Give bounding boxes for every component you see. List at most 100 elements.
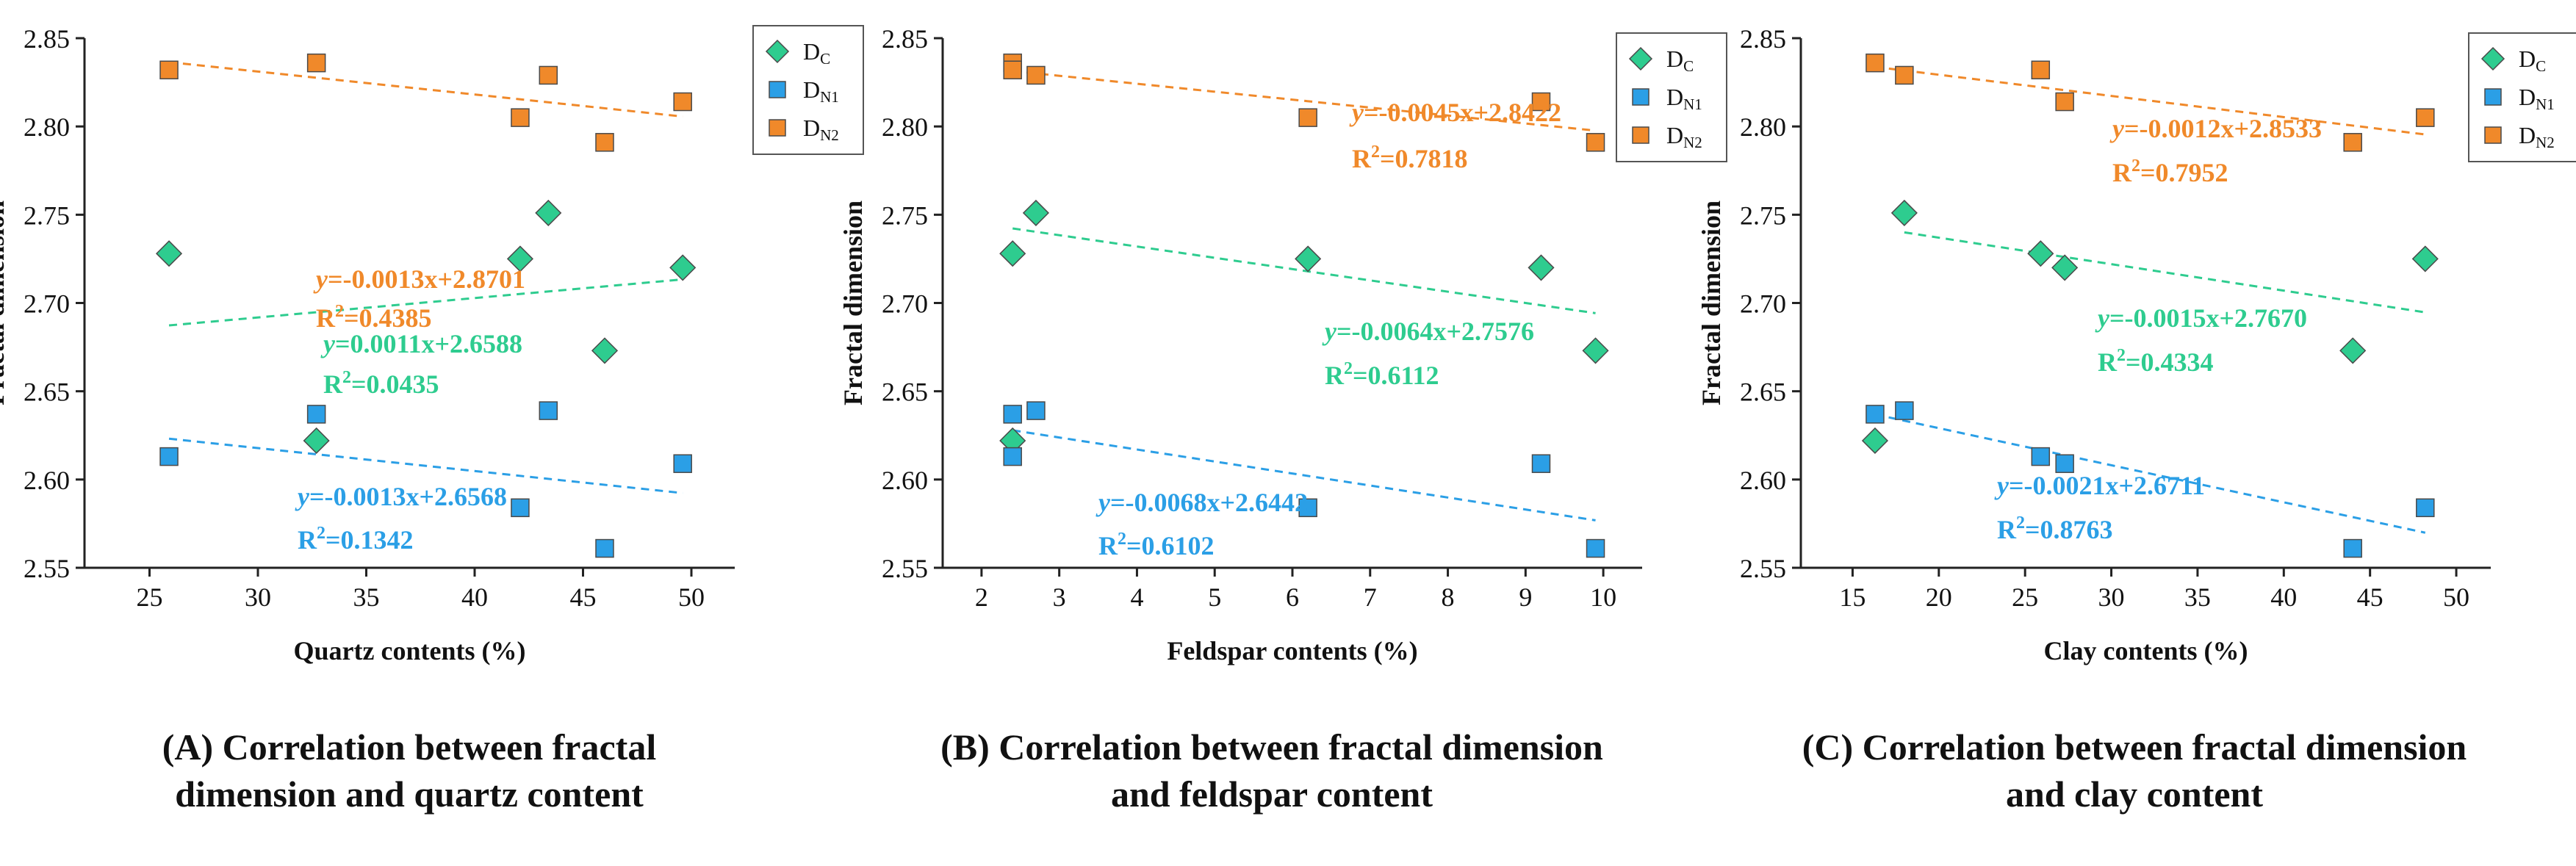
data-point-dn1 bbox=[1895, 401, 1914, 420]
r-squared-exponent: 2 bbox=[1344, 359, 1353, 378]
r-squared-label: R bbox=[1098, 531, 1118, 560]
data-point-dn1 bbox=[1586, 538, 1605, 558]
data-point-dc bbox=[1861, 427, 1889, 455]
r-squared-value: =0.1342 bbox=[325, 525, 414, 555]
r-squared-label: R bbox=[1325, 361, 1345, 390]
data-point-dc bbox=[1890, 199, 1918, 226]
caption-c-line2: and clay content bbox=[2006, 773, 2263, 815]
legend-symbol: D bbox=[2519, 84, 2536, 110]
data-point-dc bbox=[591, 337, 619, 364]
legend-subscript: N1 bbox=[2536, 95, 2555, 113]
data-point-dn1 bbox=[2343, 538, 2362, 558]
data-point-dn2 bbox=[1586, 133, 1605, 152]
fit-equation-dn2: y=-0.0012x+2.8533 bbox=[2109, 114, 2322, 143]
legend-symbol: D bbox=[1666, 122, 1683, 148]
legend-label-dc: DC bbox=[1666, 46, 1694, 75]
data-point-dn2 bbox=[1003, 60, 1022, 80]
r-squared-label: R bbox=[1352, 144, 1372, 173]
x-tick-label: 25 bbox=[2012, 582, 2038, 612]
x-tick-label: 10 bbox=[1590, 582, 1616, 612]
y-axis-label: Fractal dimension bbox=[1697, 201, 1726, 405]
data-point-dc bbox=[999, 240, 1026, 267]
r-squared-label: R bbox=[316, 303, 336, 333]
data-point-dn2 bbox=[1531, 92, 1551, 112]
data-point-dc bbox=[669, 254, 697, 281]
fit-line-dn2 bbox=[168, 61, 683, 118]
caption-a-line1: (A) Correlation between fractal bbox=[162, 726, 657, 768]
legend-marker-dn2 bbox=[1632, 126, 1649, 144]
y-tick-label: 2.65 bbox=[1740, 378, 1786, 407]
y-axis-label: Fractal dimension bbox=[838, 201, 868, 405]
r-squared-value: =0.0435 bbox=[351, 369, 439, 399]
r-squared-value: =0.4334 bbox=[2126, 347, 2214, 377]
x-tick-label: 3 bbox=[1053, 582, 1066, 612]
caption-c-line1: (C) Correlation between fractal dimensio… bbox=[1802, 726, 2467, 768]
data-point-dn1 bbox=[1003, 447, 1022, 466]
data-point-dn2 bbox=[1026, 65, 1046, 85]
legend-label-dn2: DN2 bbox=[2519, 122, 2555, 151]
r-squared-exponent: 2 bbox=[342, 368, 351, 387]
data-point-dc bbox=[303, 427, 330, 455]
equation-variable: y bbox=[1349, 98, 1364, 127]
legend-marker-dn1 bbox=[1632, 88, 1649, 106]
caption-b-line2: and feldspar content bbox=[1110, 773, 1433, 815]
data-point-dc bbox=[2051, 254, 2079, 281]
data-point-dn2 bbox=[159, 60, 179, 80]
data-point-dn1 bbox=[1866, 405, 1885, 424]
y-tick-label: 2.55 bbox=[1740, 554, 1786, 583]
fit-line-dn2 bbox=[1874, 65, 2425, 136]
data-point-dc bbox=[2411, 245, 2439, 273]
y-tick-label: 2.80 bbox=[24, 112, 70, 142]
r-squared-dn2: R2=0.7818 bbox=[1352, 142, 1468, 173]
x-tick-label: 20 bbox=[1926, 582, 1952, 612]
x-tick-label: 50 bbox=[678, 582, 705, 612]
legend-subscript: N1 bbox=[1683, 95, 1702, 113]
r-squared-label: R bbox=[323, 369, 343, 399]
equation-variable: y bbox=[1322, 317, 1337, 346]
caption-a: (A) Correlation between fractal dimensio… bbox=[5, 724, 813, 818]
data-point-dn2 bbox=[2416, 108, 2435, 127]
fit-equation-dc: y=-0.0015x+2.7670 bbox=[2095, 303, 2307, 333]
y-tick-label: 2.75 bbox=[1740, 201, 1786, 230]
legend-subscript: C bbox=[2536, 57, 2546, 75]
r-squared-dc: R2=0.0435 bbox=[323, 368, 439, 399]
data-point-dc bbox=[1582, 337, 1609, 364]
r-squared-dc: R2=0.4334 bbox=[2098, 346, 2214, 377]
legend-marker-dn1 bbox=[769, 81, 786, 98]
legend-subscript: N2 bbox=[1683, 134, 1702, 151]
data-point-dn2 bbox=[2031, 60, 2051, 80]
data-point-dc bbox=[1295, 245, 1322, 273]
data-point-dc bbox=[506, 245, 534, 273]
r-squared-dn2: R2=0.7952 bbox=[2112, 156, 2228, 187]
data-point-dc bbox=[2027, 240, 2054, 267]
equation-variable: y bbox=[1095, 488, 1111, 517]
data-point-dn1 bbox=[1026, 401, 1046, 420]
y-tick-label: 2.80 bbox=[1740, 112, 1786, 142]
y-tick-label: 2.60 bbox=[1740, 466, 1786, 495]
equation-body: =0.0011x+2.6588 bbox=[335, 329, 522, 358]
data-point-dn1 bbox=[2416, 498, 2435, 518]
r-squared-value: =0.4385 bbox=[344, 303, 432, 333]
legend-label-dn1: DN1 bbox=[2519, 84, 2555, 113]
r-squared-value: =0.7818 bbox=[1380, 144, 1468, 173]
fit-equation-dn1: y=-0.0068x+2.6442 bbox=[1095, 488, 1308, 517]
y-tick-label: 2.75 bbox=[24, 201, 70, 230]
r-squared-exponent: 2 bbox=[1371, 142, 1380, 162]
legend-symbol: D bbox=[2519, 122, 2536, 148]
fit-equation-dc: y=-0.0064x+2.7576 bbox=[1322, 317, 1534, 346]
data-point-dn1 bbox=[1003, 405, 1022, 424]
x-tick-label: 45 bbox=[570, 582, 597, 612]
chart-panel-b: 2.55 2.60 2.65 2.70 2.75 2.80 2.85 2 3 4 5 6 7 8 9 10 Fe… bbox=[838, 24, 1727, 665]
data-point-dn2 bbox=[2343, 133, 2362, 152]
data-point-dn2 bbox=[511, 108, 530, 127]
y-tick-label: 2.85 bbox=[24, 24, 70, 54]
caption-a-line2: dimension and quartz content bbox=[175, 773, 644, 815]
r-squared-exponent: 2 bbox=[1118, 530, 1126, 549]
fit-line-dc bbox=[1012, 227, 1596, 314]
data-point-dn2 bbox=[1895, 65, 1914, 85]
r-squared-dc: R2=0.6112 bbox=[1325, 359, 1439, 390]
y-tick-label: 2.55 bbox=[882, 554, 928, 583]
